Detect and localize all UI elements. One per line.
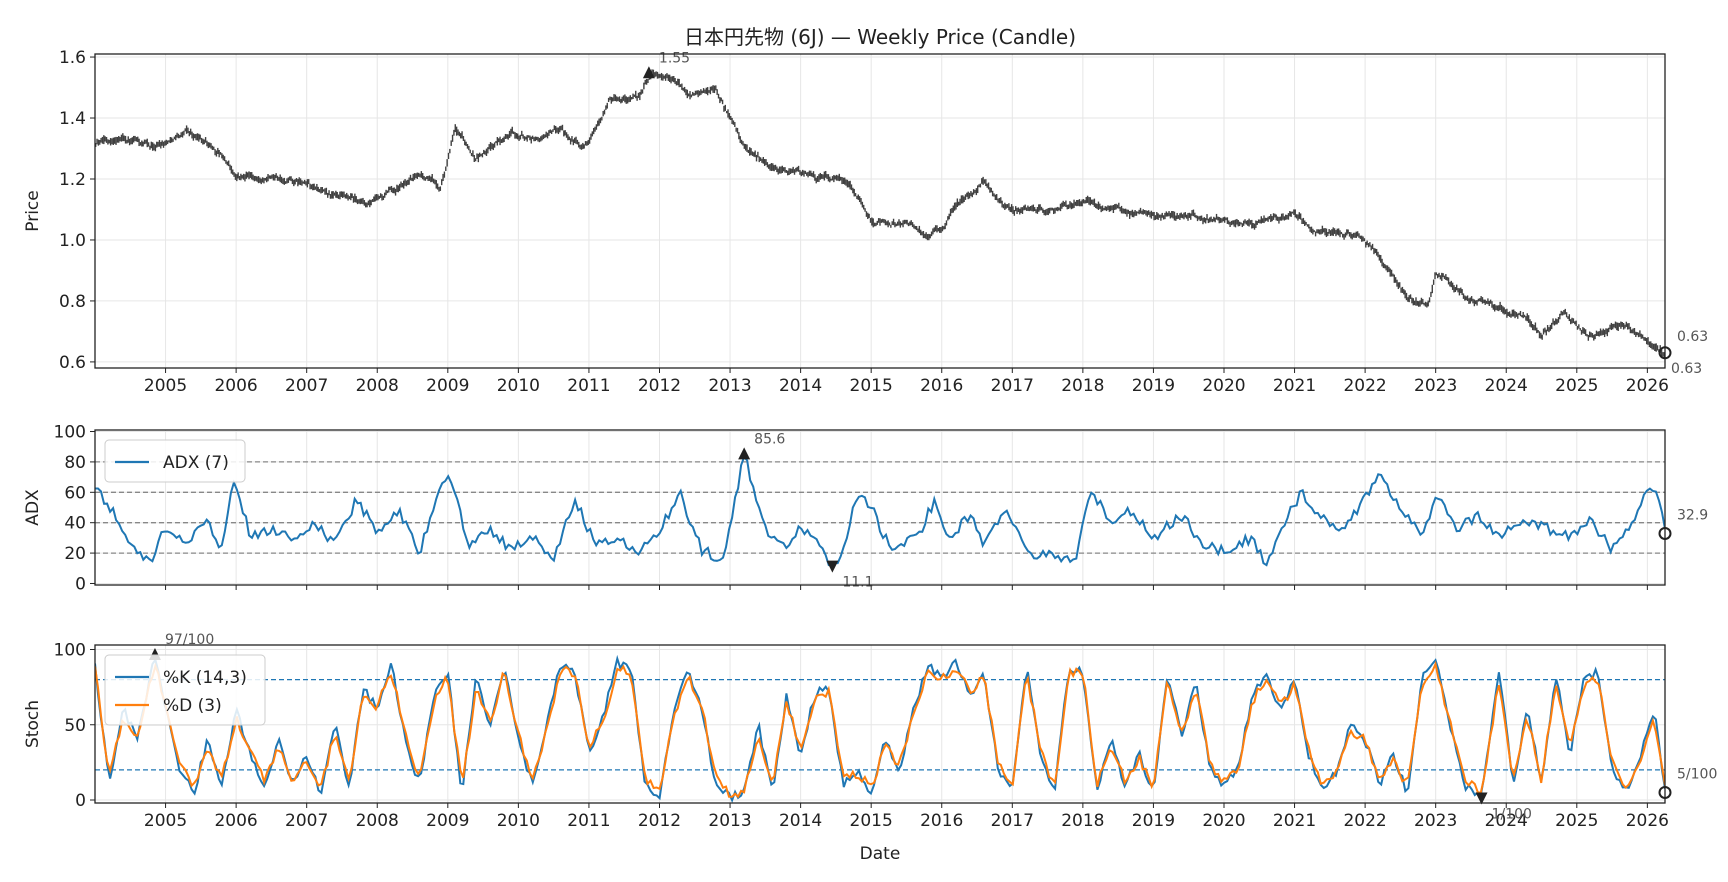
y-axis-label: Stoch bbox=[23, 700, 43, 748]
x-tick-label: 2023 bbox=[1414, 811, 1457, 831]
x-tick-label: 2012 bbox=[638, 811, 681, 831]
x-tick-label: 2020 bbox=[1202, 376, 1245, 396]
y-tick-label: 0 bbox=[75, 791, 86, 811]
legend-label-1: ADX (7) bbox=[163, 453, 229, 473]
panel-3: 2005 2006 2007 2008 2009 2010 2011 2012 2013 2014… bbox=[23, 632, 1717, 864]
x-tick-label: 2009 bbox=[426, 811, 469, 831]
y-axis-label: ADX bbox=[23, 489, 43, 526]
x-tick-label: 2005 bbox=[144, 376, 187, 396]
x-tick-label: 2024 bbox=[1485, 811, 1528, 831]
x-tick-label: 2019 bbox=[1132, 811, 1175, 831]
x-axis-label: Date bbox=[860, 844, 901, 864]
x-tick-label: 2016 bbox=[920, 376, 963, 396]
y-tick-label: 1.4 bbox=[59, 109, 86, 129]
chart-title: 日本円先物 (6J) — Weekly Price (Candle) bbox=[684, 25, 1076, 49]
x-tick-label: 2012 bbox=[638, 376, 681, 396]
x-tick-label: 2009 bbox=[426, 376, 469, 396]
y-tick-label: 60 bbox=[64, 483, 86, 503]
x-tick-label: 2025 bbox=[1555, 811, 1598, 831]
x-tick-label: 2005 bbox=[144, 811, 187, 831]
x-tick-label: 2018 bbox=[1061, 811, 1104, 831]
x-tick-label: 2016 bbox=[920, 811, 963, 831]
x-tick-label: 2006 bbox=[214, 811, 257, 831]
x-tick-label: 2020 bbox=[1202, 811, 1245, 831]
x-tick-label: 2026 bbox=[1626, 811, 1669, 831]
x-tick-label: 2007 bbox=[285, 811, 328, 831]
max-marker bbox=[642, 66, 655, 79]
annotation-label: 97/100 bbox=[165, 632, 214, 648]
x-tick-label: 2008 bbox=[356, 376, 399, 396]
x-tick-label: 2022 bbox=[1343, 811, 1386, 831]
y-tick-label: 100 bbox=[54, 423, 86, 443]
annotation-label: 0.63 bbox=[1671, 361, 1702, 377]
annotation-label: 32.9 bbox=[1677, 507, 1708, 523]
panel-frame bbox=[94, 429, 1666, 586]
annotation-label: 5/100 bbox=[1677, 766, 1717, 782]
x-tick-label: 2015 bbox=[850, 376, 893, 396]
legend-box bbox=[104, 654, 266, 726]
panel-2: 0 20 40 60 80 100 ADX 85.6 11.1 32.9 ADX (7) bbox=[23, 423, 1708, 595]
y-tick-label: 0.6 bbox=[59, 353, 86, 373]
panel-frame bbox=[94, 644, 1666, 804]
x-tick-label: 2014 bbox=[779, 376, 822, 396]
x-tick-label: 2011 bbox=[567, 376, 610, 396]
legend-label-2: %D (3) bbox=[163, 696, 222, 716]
panel-frame bbox=[94, 53, 1666, 369]
x-tick-label: 2013 bbox=[708, 811, 751, 831]
annotation-label: 1/100 bbox=[1492, 806, 1532, 822]
y-tick-label: 80 bbox=[64, 453, 86, 473]
legend-label-1: %K (14,3) bbox=[163, 668, 247, 688]
panel-data bbox=[95, 654, 1665, 803]
min-marker bbox=[1475, 792, 1488, 805]
x-tick-label: 2018 bbox=[1061, 376, 1104, 396]
panel-1: 2005 2006 2007 2008 2009 2010 2011 2012 2013 2014… bbox=[23, 25, 1708, 396]
x-tick-label: 2006 bbox=[214, 376, 257, 396]
annotation-label: 11.1 bbox=[842, 575, 873, 591]
y-tick-label: 1.0 bbox=[59, 231, 86, 251]
series-line-1 bbox=[95, 454, 1665, 567]
y-axis-label: Price bbox=[23, 190, 43, 231]
x-tick-label: 2023 bbox=[1414, 376, 1457, 396]
x-tick-label: 2026 bbox=[1626, 376, 1669, 396]
x-tick-label: 2025 bbox=[1555, 376, 1598, 396]
x-tick-label: 2010 bbox=[497, 376, 540, 396]
x-tick-label: 2011 bbox=[567, 811, 610, 831]
y-tick-label: 1.6 bbox=[59, 48, 86, 68]
y-tick-label: 1.2 bbox=[59, 170, 86, 190]
x-tick-label: 2022 bbox=[1343, 376, 1386, 396]
x-tick-label: 2014 bbox=[779, 811, 822, 831]
y-tick-label: 0 bbox=[75, 574, 86, 594]
min-marker bbox=[826, 560, 839, 573]
x-tick-label: 2013 bbox=[708, 376, 751, 396]
x-tick-label: 2021 bbox=[1273, 376, 1316, 396]
x-tick-label: 2021 bbox=[1273, 811, 1316, 831]
x-tick-label: 2017 bbox=[991, 811, 1034, 831]
x-tick-label: 2019 bbox=[1132, 376, 1175, 396]
max-marker bbox=[738, 447, 751, 460]
annotation-label: 1.55 bbox=[659, 50, 690, 66]
series-line-2 bbox=[95, 660, 1665, 799]
x-tick-label: 2017 bbox=[991, 376, 1034, 396]
y-tick-label: 100 bbox=[54, 641, 86, 661]
x-tick-label: 2024 bbox=[1485, 376, 1528, 396]
y-tick-label: 0.8 bbox=[59, 292, 86, 312]
x-tick-label: 2007 bbox=[285, 376, 328, 396]
x-tick-label: 2008 bbox=[356, 811, 399, 831]
y-tick-label: 20 bbox=[64, 544, 86, 564]
x-tick-label: 2010 bbox=[497, 811, 540, 831]
panel-data bbox=[95, 454, 1665, 567]
annotation-label: 85.6 bbox=[754, 431, 785, 447]
legend-box bbox=[104, 439, 246, 483]
y-tick-label: 40 bbox=[64, 514, 86, 534]
x-tick-label: 2015 bbox=[850, 811, 893, 831]
annotation-label: 0.63 bbox=[1677, 329, 1708, 345]
y-tick-label: 50 bbox=[64, 716, 86, 736]
panel-data bbox=[95, 69, 1665, 359]
